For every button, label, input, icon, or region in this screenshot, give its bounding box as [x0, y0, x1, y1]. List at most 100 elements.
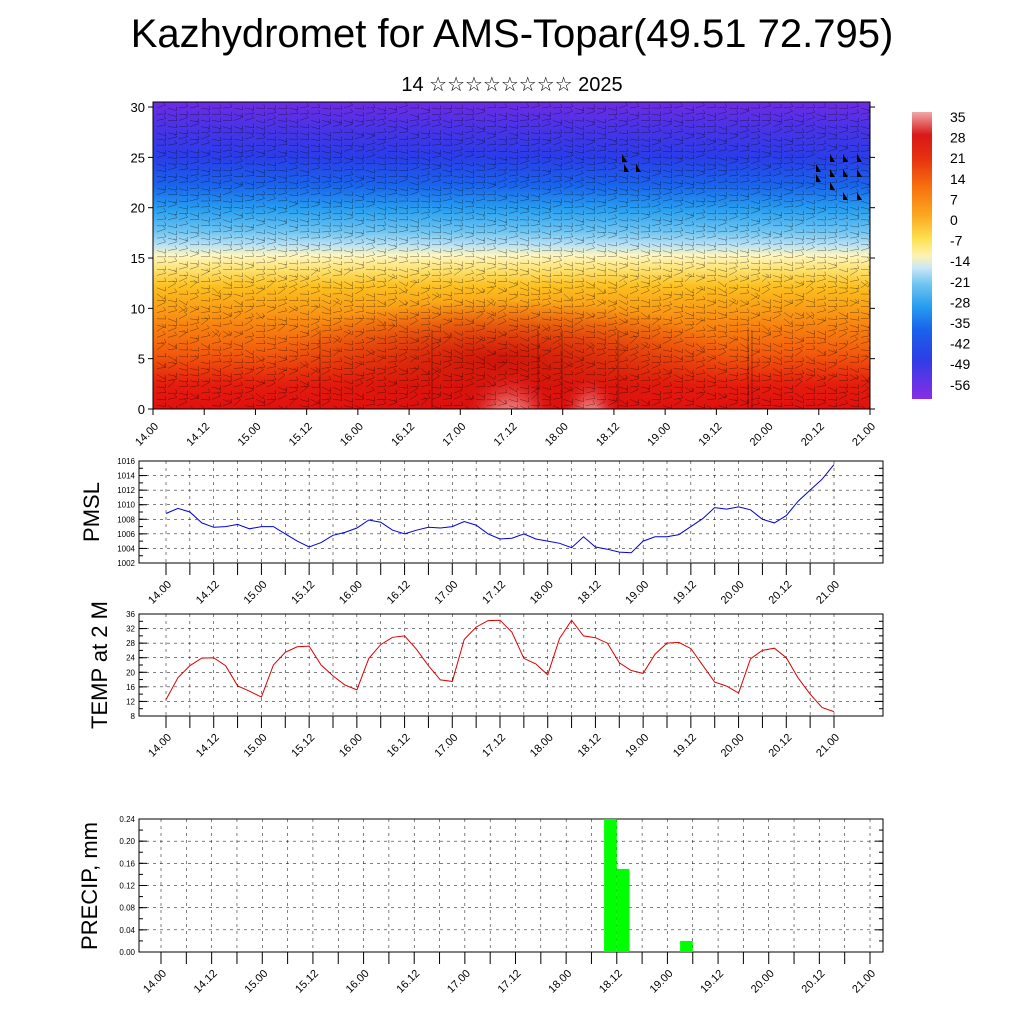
wind-barb — [607, 131, 617, 134]
wind-barb-flag — [812, 164, 816, 169]
wind-barb — [200, 255, 211, 258]
wind-barb — [486, 157, 496, 161]
wind-barb-flag — [680, 232, 683, 236]
wind-barb-flag — [765, 273, 770, 277]
wind-barb — [200, 231, 210, 235]
wind-barb-flag — [207, 307, 211, 312]
wind-barb — [189, 173, 199, 177]
wind-barb — [189, 292, 199, 295]
wind-barb — [563, 230, 573, 233]
wind-barb-flag — [428, 203, 431, 208]
wind-barb — [629, 113, 639, 116]
wind-barb — [211, 131, 222, 134]
wind-barb — [761, 138, 771, 142]
wind-barb — [695, 225, 705, 228]
wind-barb — [772, 243, 782, 245]
wind-barb — [387, 298, 397, 301]
wind-barb — [189, 198, 199, 202]
wind-barb — [519, 198, 529, 202]
wind-barb — [343, 169, 354, 171]
wind-barb — [508, 210, 518, 214]
wind-barb-flag — [857, 142, 860, 147]
wind-barb-flag — [813, 221, 816, 226]
wind-barb — [750, 256, 760, 259]
wind-barb-flag — [362, 314, 365, 319]
wind-barb-flag — [702, 263, 705, 268]
wind-barb-flag — [581, 282, 585, 287]
wind-barb — [464, 205, 474, 208]
wind-barb-flag — [725, 240, 728, 245]
wind-barb-flag — [845, 114, 849, 119]
wind-barb-flag — [460, 301, 464, 305]
wind-barb-flag — [659, 235, 662, 240]
wind-barb-flag — [351, 285, 354, 290]
wind-barb — [321, 144, 331, 149]
wind-barb-flag — [714, 227, 717, 232]
wind-barb — [772, 151, 783, 153]
wind-barb — [805, 200, 815, 205]
wind-barb-flag — [559, 288, 563, 293]
wind-barb-flag — [219, 104, 222, 109]
wind-barb-flag — [823, 239, 827, 244]
wind-barb — [255, 185, 265, 189]
wind-barb — [794, 281, 804, 285]
wind-barb-flag — [516, 291, 519, 296]
wind-barb-flag — [724, 283, 727, 288]
wind-barb-flag — [538, 122, 541, 127]
wind-barb — [343, 148, 353, 152]
wind-barb-flag — [185, 308, 188, 313]
wind-barb — [772, 157, 783, 159]
wind-barb — [640, 275, 650, 280]
chart-subtitle: 14 ☆☆☆☆☆☆☆☆ 2025 — [401, 74, 623, 96]
wind-barb — [541, 260, 551, 264]
wind-barb — [794, 317, 804, 320]
wind-barb — [277, 144, 288, 146]
wind-barb-flag — [592, 226, 596, 231]
wind-barb-flag — [583, 149, 585, 154]
wind-barb-flag — [416, 301, 420, 305]
wind-barb-flag — [184, 274, 188, 278]
wind-barb-flag — [527, 315, 530, 320]
wind-barb-flag — [582, 277, 585, 282]
wind-barb — [706, 204, 716, 208]
wind-barb-flag — [605, 198, 607, 203]
wind-barb — [233, 138, 243, 141]
wind-barb-flag — [416, 233, 420, 238]
wind-barb-flag — [362, 165, 365, 170]
wind-barb — [178, 283, 188, 289]
wind-barb — [750, 278, 760, 282]
wind-barb-flag — [274, 184, 277, 189]
wind-barb — [827, 148, 837, 152]
wind-barb — [618, 205, 628, 208]
wind-barb — [299, 132, 309, 136]
wind-barb-flag — [218, 214, 222, 219]
wind-barb — [244, 266, 254, 270]
wind-barb-flag — [549, 283, 552, 288]
wind-barb-flag — [437, 311, 441, 316]
wind-barb — [156, 132, 166, 136]
wind-barb — [860, 299, 870, 303]
wind-barb — [255, 255, 265, 258]
wind-barb — [717, 118, 727, 121]
wind-barb-flag — [572, 124, 574, 129]
wind-barb — [255, 305, 266, 307]
wind-barb-flag — [185, 245, 189, 249]
wind-barb-flag — [592, 188, 595, 193]
wind-barb-flag — [483, 147, 486, 152]
wind-barb — [343, 261, 354, 264]
wind-barb — [244, 237, 254, 241]
wind-barb-flag — [196, 170, 200, 175]
wind-barb — [684, 144, 695, 147]
wind-barb-flag — [229, 152, 233, 157]
wind-barb-flag — [362, 203, 365, 208]
wind-barb-flag — [802, 160, 805, 164]
wind-barb-flag — [339, 158, 343, 163]
wind-barb — [332, 268, 342, 273]
wind-barb — [596, 225, 606, 229]
wind-barb-flag — [581, 158, 585, 163]
wind-barb-flag — [581, 295, 585, 299]
wind-barb-flag — [482, 288, 485, 292]
wind-barb-flag — [317, 245, 321, 250]
wind-barb — [607, 303, 617, 307]
wind-barb — [673, 105, 683, 109]
